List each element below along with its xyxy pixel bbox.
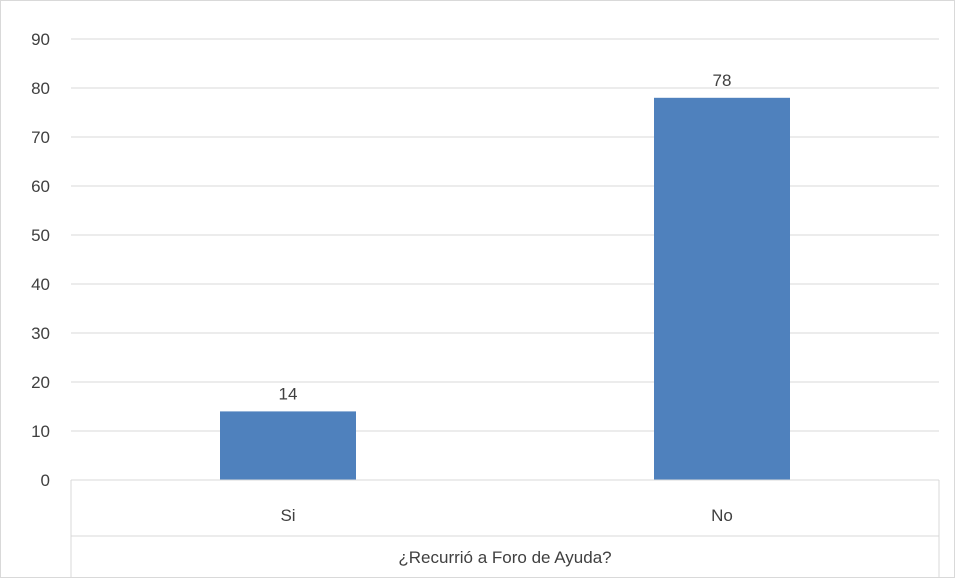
x-tick-label-no: No [711,506,733,525]
x-tick-label-si: Si [280,506,295,525]
axis-lines [70,479,940,577]
x-axis-title: ¿Recurrió a Foro de Ayuda? [398,548,611,567]
y-axis-tick-labels: 0 10 20 30 40 50 60 70 80 90 [31,30,50,490]
data-label-si: 14 [279,384,298,403]
y-tick-label: 60 [31,177,50,196]
y-tick-label: 0 [41,471,50,490]
data-labels: 14 78 [279,71,732,404]
bar-no [654,97,790,481]
gridlines [71,38,939,432]
y-tick-label: 90 [31,30,50,49]
y-tick-label: 40 [31,275,50,294]
y-tick-label: 30 [31,324,50,343]
y-tick-label: 80 [31,79,50,98]
y-tick-label: 10 [31,422,50,441]
y-tick-label: 20 [31,373,50,392]
x-axis-tick-labels: Si No [280,506,732,525]
bars [220,97,790,481]
bar-si [220,411,356,480]
y-tick-label: 70 [31,128,50,147]
data-label-no: 78 [713,71,732,90]
y-tick-label: 50 [31,226,50,245]
